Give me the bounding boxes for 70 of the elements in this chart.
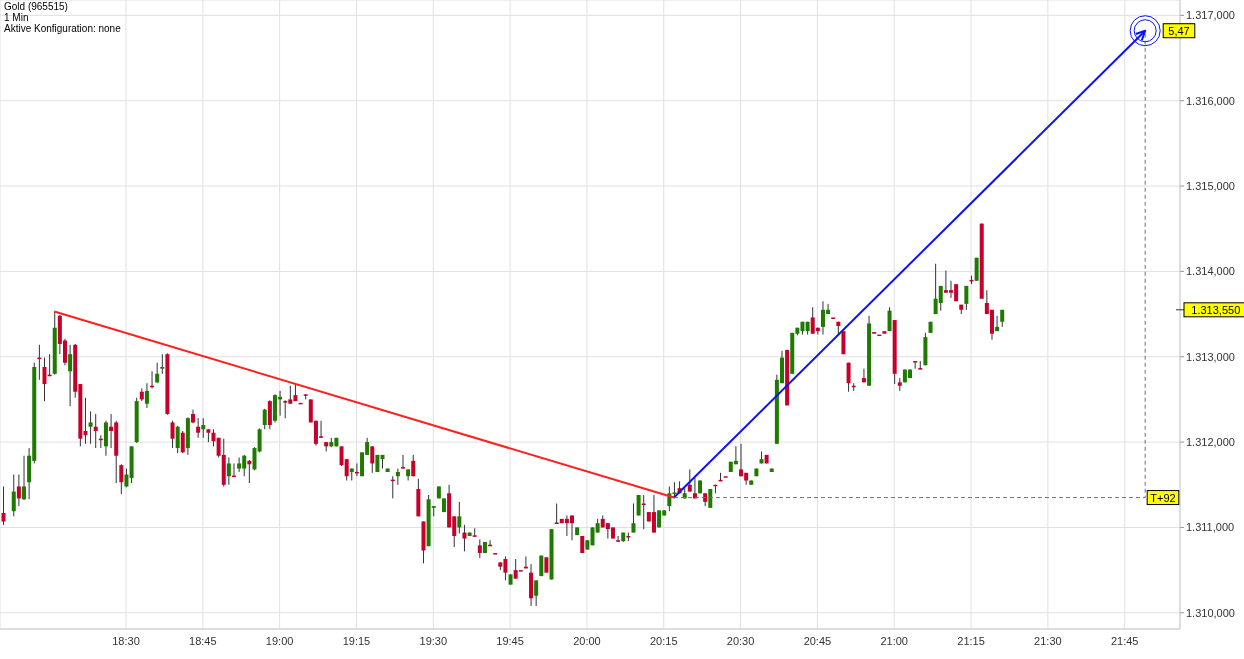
candlestick xyxy=(16,474,21,507)
y-tick-label: 1.317,000 xyxy=(1186,9,1235,22)
y-tick-label: 1.313,000 xyxy=(1186,350,1235,363)
x-tick-label: 18:45 xyxy=(189,634,217,647)
candlestick xyxy=(370,445,375,474)
y-tick-label: 1.310,000 xyxy=(1186,606,1235,619)
x-tick-label: 21:30 xyxy=(1034,634,1062,647)
candlestick xyxy=(144,382,149,409)
candlestick xyxy=(22,455,27,501)
candlestick xyxy=(995,315,1000,332)
candlestick xyxy=(88,410,93,445)
candlestick xyxy=(1,485,6,526)
candlestick xyxy=(262,408,267,430)
candlestick xyxy=(739,443,744,477)
candlestick xyxy=(170,420,175,449)
x-tick-label: 21:45 xyxy=(1110,634,1139,647)
candlestick xyxy=(42,357,47,402)
candlestick xyxy=(124,468,129,488)
candlestick xyxy=(477,538,482,559)
candlestick xyxy=(534,579,539,607)
y-tick-label: 1.312,000 xyxy=(1186,436,1235,448)
candlestick xyxy=(68,344,73,407)
candlestick xyxy=(11,474,16,517)
candlestick xyxy=(457,501,462,534)
x-tick-label: 19:30 xyxy=(419,634,448,647)
candlestick xyxy=(401,454,405,470)
text: 1.313,550 xyxy=(1191,303,1241,316)
candlestick xyxy=(267,399,272,430)
x-tick-label: 21:15 xyxy=(957,634,985,647)
candlestick xyxy=(846,362,851,393)
annotation: T+92 xyxy=(1150,491,1176,504)
candlestick xyxy=(155,362,160,384)
candlestick xyxy=(631,503,636,534)
candlestick xyxy=(651,494,656,534)
x-tick-label: 19:15 xyxy=(342,634,371,647)
text: 1 Min xyxy=(4,12,30,23)
candlestick xyxy=(395,468,400,486)
y-tick-label: 1.311,000 xyxy=(1186,521,1235,534)
candlestick xyxy=(226,456,231,486)
candlestick xyxy=(252,446,257,471)
candlestick xyxy=(882,331,887,334)
y-tick-label: 1.315,000 xyxy=(1186,179,1235,192)
candlestick xyxy=(201,417,206,439)
candlestick xyxy=(93,413,98,449)
y-tick-label: 1.314,000 xyxy=(1186,265,1235,278)
candlestick xyxy=(175,425,180,454)
x-tick-label: 20:30 xyxy=(726,634,755,647)
chart-title: Gold (965515) xyxy=(4,1,69,12)
annotation: Aktive Konfiguration: none xyxy=(4,23,121,34)
candlestick xyxy=(160,353,165,375)
candlestick xyxy=(196,417,201,439)
candlestick xyxy=(237,456,242,473)
x-tick-label: 21:00 xyxy=(880,634,908,647)
annotation: 5,47 xyxy=(1168,24,1190,37)
candlestick xyxy=(938,285,943,312)
candlestick xyxy=(616,535,621,543)
candlestick xyxy=(180,430,185,454)
x-tick-label: 20:45 xyxy=(803,634,832,647)
x-tick-label: 19:45 xyxy=(496,634,524,647)
x-tick-label: 20:15 xyxy=(649,634,678,647)
candlestick xyxy=(257,427,262,453)
candlestick xyxy=(861,368,866,383)
candlestick xyxy=(103,420,108,457)
x-tick-label: 18:30 xyxy=(112,634,140,647)
candlestick xyxy=(119,463,124,495)
x-tick-label: 19:00 xyxy=(265,634,294,647)
x-tick-label: 20:00 xyxy=(573,634,601,647)
y-tick-label: 1.316,000 xyxy=(1186,94,1235,107)
candlestick xyxy=(462,524,467,552)
candlestick xyxy=(687,468,692,493)
